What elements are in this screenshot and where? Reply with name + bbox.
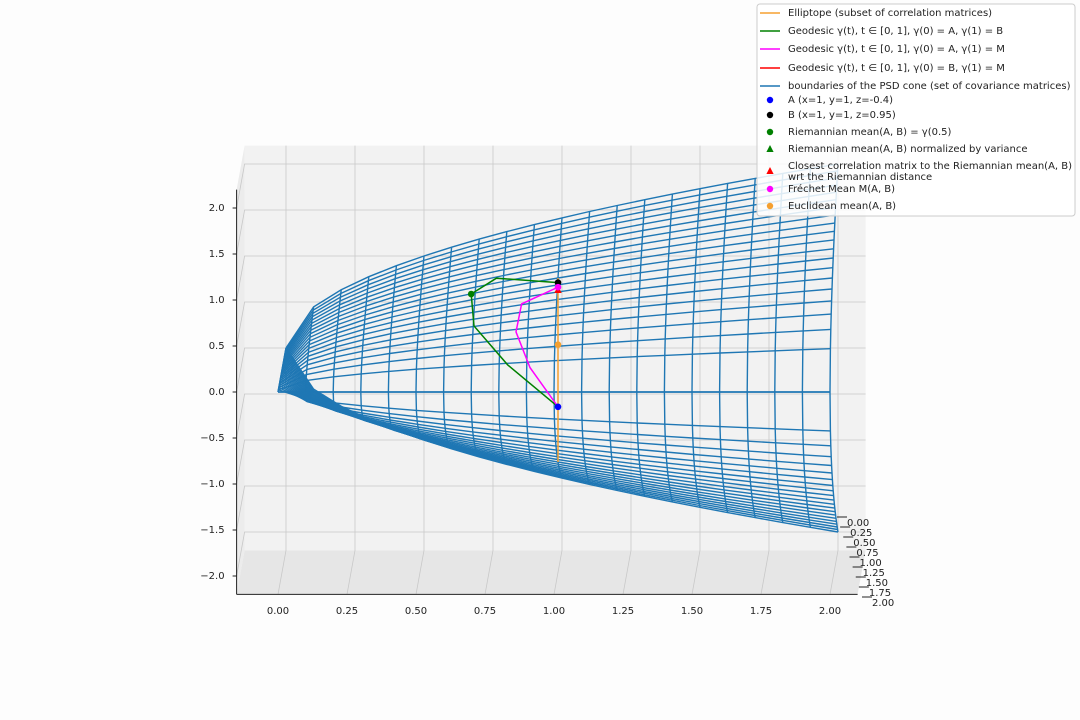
wire [718,391,729,513]
legend: Elliptope (subset of correlation matrice… [756,3,1076,217]
z-tick-label: 0.5 [209,341,225,352]
wire [283,199,837,360]
grid-line [236,163,866,209]
wire [283,206,836,362]
z-tick-label: −1.5 [200,525,224,536]
wire [829,391,839,533]
grid-line [236,209,866,255]
z-tick-label: −2.0 [200,571,224,582]
z-tick-label: 1.0 [209,295,225,306]
legend-swatch [766,167,774,174]
x-tick-label: 1.75 [750,606,772,617]
z-tick-label: −1.0 [200,479,224,490]
legend-label: Euclidean mean(A, B) [788,201,896,212]
point [554,403,562,411]
wire [580,211,591,393]
grid-line [236,393,866,439]
grid-line [346,145,356,595]
grid-line [236,347,866,393]
point [554,279,562,286]
legend-label: A (x=1, y=1, z=-0.4) [788,95,893,106]
legend-label: Closest correlation matrix to the Rieman… [788,161,1072,183]
y-tick-label: 0.50 [853,538,875,549]
wire [774,391,784,523]
y-tick-label: 2.00 [872,598,894,609]
z-tick-label: 1.5 [209,249,225,260]
wire [718,183,729,393]
curve [515,286,559,408]
wire [281,230,835,369]
y-tick-label: 1.25 [863,568,885,579]
legend-label: boundaries of the PSD cone (set of covar… [788,81,1071,92]
grid-line [277,145,287,595]
wire [282,214,836,364]
point [554,283,562,291]
legend-label: Geodesic γ(t), t ∈ [0, 1], γ(0) = A, γ(1… [788,44,1005,55]
legend-label: Riemannian mean(A, B) = γ(0.5) [788,127,952,138]
legend-label: Elliptope (subset of correlation matrice… [788,8,992,19]
grid-line [236,439,866,485]
wire [283,191,837,358]
grid-line [829,145,839,595]
wire [746,178,756,393]
wire [285,170,838,351]
legend-label: Fréchet Mean M(A, B) [788,183,895,195]
x-tick-label: 0.50 [405,606,427,617]
wire [282,222,835,367]
curve [470,277,559,408]
z-tick-label: 2.0 [209,203,225,214]
wire [285,163,839,349]
y-tick-label: 1.75 [869,588,891,599]
legend-swatch [766,96,774,104]
cone-wireframe [277,163,839,533]
wire [285,347,839,533]
wire [608,205,618,393]
x-tick-label: 0.75 [474,606,496,617]
wire [284,184,837,356]
z-tick-label: 0.0 [209,387,225,398]
y-tick-label: 1.00 [860,558,882,569]
x-tick-label: 2.00 [819,606,841,617]
grid-line [236,301,866,347]
legend-label: Geodesic γ(t), t ∈ [0, 1], γ(0) = A, γ(1… [788,26,1003,37]
y-tick-label: 1.50 [866,578,888,589]
grid-line [691,145,701,595]
x-tick-label: 1.25 [612,606,634,617]
x-tick-label: 1.00 [543,606,565,617]
legend-swatch [766,111,774,119]
wire [284,177,838,353]
floor-pane [236,550,866,595]
wire [746,391,756,518]
legend-label: B (x=1, y=1, z=0.95) [788,110,896,121]
grid-line [236,255,866,301]
point [467,290,475,298]
y-tick-label: 0.00 [847,518,869,529]
grid-line [760,145,770,595]
legend-swatch [766,128,774,136]
wire [691,188,701,393]
legend-swatch [766,185,774,193]
x-tick-label: 0.00 [267,606,289,617]
wire [636,199,646,393]
legend-box [756,3,1076,217]
grid-line [553,145,563,595]
wire [663,194,674,393]
grid-line [415,145,425,595]
legend-label: Geodesic γ(t), t ∈ [0, 1], γ(0) = B, γ(1… [788,63,1005,74]
z-tick-label: −0.5 [200,433,224,444]
x-tick-label: 0.25 [336,606,358,617]
legend-label: Riemannian mean(A, B) normalized by vari… [788,144,1028,155]
grid-line [622,145,632,595]
grid-line [236,531,866,577]
y-tick-label: 0.75 [856,548,878,559]
y-tick-label: 0.25 [850,528,872,539]
x-tick-label: 1.50 [681,606,703,617]
legend-swatch [766,145,774,152]
wire [801,391,812,528]
legend-swatch [766,202,774,210]
point [554,341,562,349]
